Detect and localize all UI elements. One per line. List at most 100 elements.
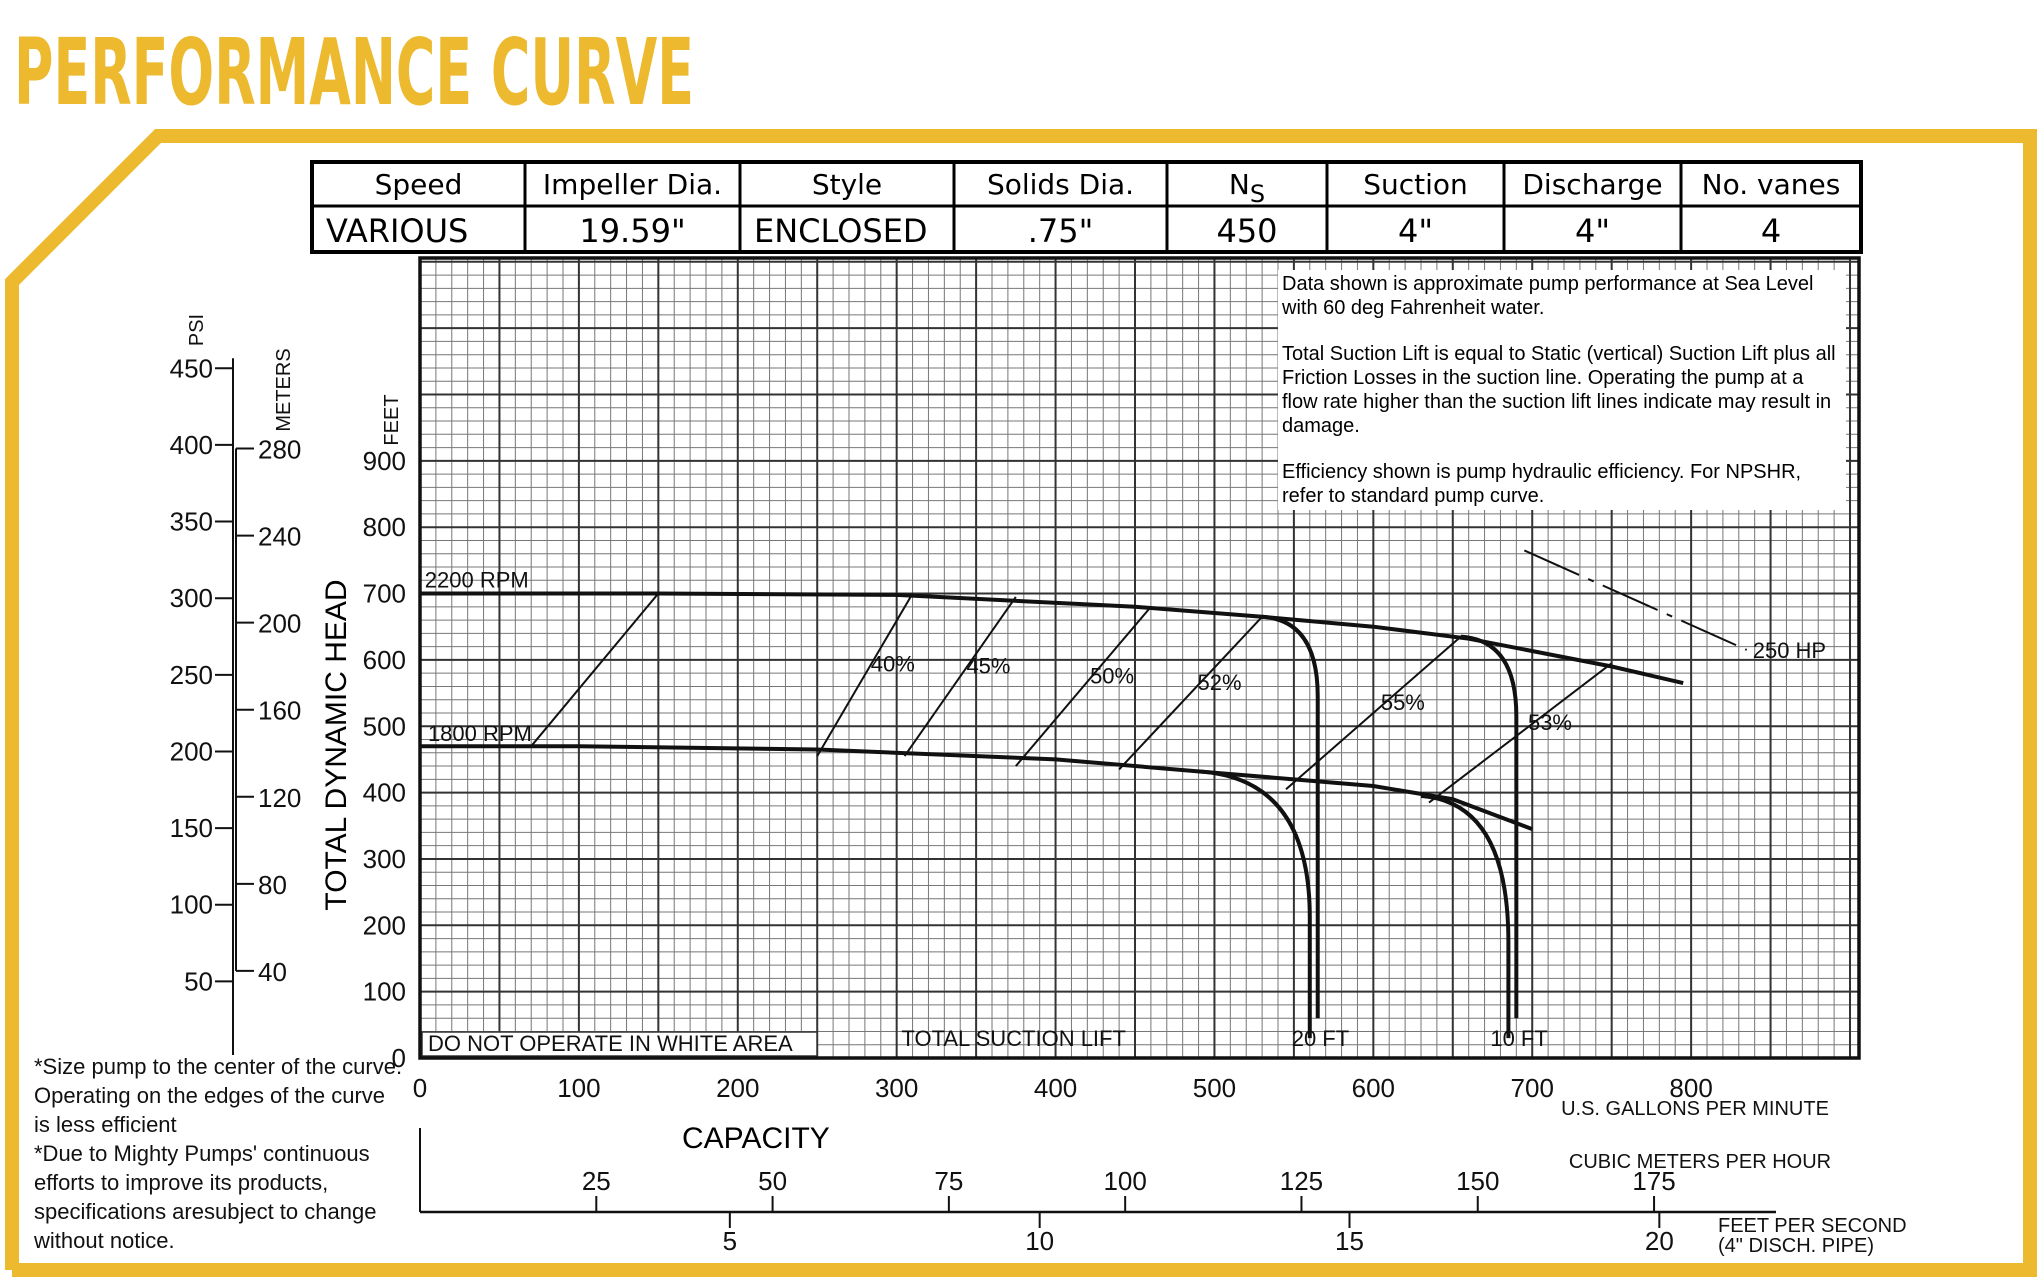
spec-value: 4" xyxy=(1398,212,1433,250)
cmh-tick-label: 25 xyxy=(582,1166,611,1196)
fps-tick-label: 10 xyxy=(1025,1226,1054,1256)
hp-line xyxy=(1523,549,1748,651)
x-tick-label: 700 xyxy=(1511,1073,1554,1103)
footnote-text: *Size pump to the center of the curve. O… xyxy=(34,1054,403,1137)
efficiency-label: 45% xyxy=(966,653,1010,678)
fps-tick-label: 5 xyxy=(723,1226,737,1256)
fps-axis-sublabel: (4" DISCH. PIPE) xyxy=(1718,1235,1874,1257)
efficiency-line xyxy=(1285,635,1462,791)
x-tick-label: 600 xyxy=(1352,1073,1395,1103)
spec-value: 19.59" xyxy=(579,212,685,250)
cmh-tick-label: 175 xyxy=(1632,1166,1675,1196)
y-unit-label: FEET xyxy=(381,394,403,445)
x-tick-label: 200 xyxy=(716,1073,759,1103)
x-tick-label: 400 xyxy=(1034,1073,1077,1103)
cmh-tick-label: 125 xyxy=(1280,1166,1323,1196)
meters-tick-label: 200 xyxy=(258,609,301,639)
series-label: 1800 RPM xyxy=(428,721,532,746)
x-axis-title: CAPACITY xyxy=(682,1122,830,1155)
psi-axis-label: PSI xyxy=(186,314,208,346)
suction-lift-label: 10 FT xyxy=(1490,1026,1547,1051)
y-tick-label: 200 xyxy=(363,910,406,940)
meters-axis-label: METERS xyxy=(273,348,295,431)
meters-tick-label: 240 xyxy=(258,522,301,552)
suction-lift-curve xyxy=(1460,634,1519,1019)
efficiency-line xyxy=(530,592,660,747)
note-paragraph: Efficiency shown is pump hydraulic effic… xyxy=(1282,461,1802,507)
efficiency-label: 40% xyxy=(871,652,915,677)
spec-header: Solids Dia. xyxy=(987,168,1134,201)
efficiency-line xyxy=(903,596,1017,757)
y-tick-label: 900 xyxy=(363,446,406,476)
white-area-label: DO NOT OPERATE IN WHITE AREA xyxy=(428,1031,793,1056)
cmh-axis-label: CUBIC METERS PER HOUR xyxy=(1569,1151,1831,1173)
meters-tick-label: 160 xyxy=(258,696,301,726)
y-tick-label: 100 xyxy=(363,977,406,1007)
x-tick-label: 100 xyxy=(557,1073,600,1103)
x-tick-label: 300 xyxy=(875,1073,918,1103)
efficiency-label: 52% xyxy=(1197,670,1241,695)
psi-tick-label: 50 xyxy=(184,966,213,996)
spec-table: Speed Impeller Dia. Style Solids Dia. NS Suct… xyxy=(310,160,1863,254)
y-tick-label: 300 xyxy=(363,844,406,874)
efficiency-label: 55% xyxy=(1381,690,1425,715)
fps-tick-label: 20 xyxy=(1645,1226,1674,1256)
meters-tick-label: 120 xyxy=(258,783,301,813)
spec-value: VARIOUS xyxy=(326,212,468,250)
spec-value: 4" xyxy=(1575,212,1610,250)
x-tick-label: 800 xyxy=(1669,1073,1712,1103)
x-unit-label: U.S. GALLONS PER MINUTE xyxy=(1561,1098,1829,1120)
y-axis-title: TOTAL DYNAMIC HEAD xyxy=(320,579,353,910)
psi-tick-label: 400 xyxy=(170,430,213,460)
y-tick-label: 400 xyxy=(363,778,406,808)
efficiency-line xyxy=(816,592,914,757)
series-label: 2200 RPM xyxy=(425,568,529,593)
spec-header: No. vanes xyxy=(1702,168,1841,201)
efficiency-label: 50% xyxy=(1090,663,1134,688)
spec-value: 4 xyxy=(1761,212,1781,250)
page-title: PERFORMANCE CURVE xyxy=(14,19,694,126)
y-tick-label: 700 xyxy=(363,579,406,609)
y-tick-label: 0 xyxy=(392,1043,406,1073)
efficiency-line xyxy=(1118,616,1263,771)
meters-tick-label: 280 xyxy=(258,434,301,464)
note-paragraph: Total Suction Lift is equal to Static (v… xyxy=(1282,343,1836,437)
psi-tick-label: 250 xyxy=(170,660,213,690)
psi-tick-label: 450 xyxy=(170,353,213,383)
meters-tick-label: 80 xyxy=(258,870,287,900)
spec-header: Impeller Dia. xyxy=(543,168,722,201)
hp-label: 250 HP xyxy=(1753,638,1826,663)
spec-header: Speed xyxy=(375,168,463,201)
suction-lift-curve xyxy=(1198,769,1312,1039)
spec-header: Suction xyxy=(1363,168,1468,201)
cmh-tick-label: 50 xyxy=(758,1166,787,1196)
meters-tick-label: 40 xyxy=(258,957,287,987)
cmh-tick-label: 150 xyxy=(1456,1166,1499,1196)
efficiency-label: 53% xyxy=(1528,710,1572,735)
fps-axis-label: FEET PER SECOND xyxy=(1718,1215,1907,1237)
frame-border xyxy=(5,129,2037,1277)
spec-header: NS xyxy=(1229,168,1265,208)
chart-curves: 2200 RPM 1800 RPM 40% 45% 50% 52% 55% 53% 20 FT 1… xyxy=(420,549,1826,1051)
spec-value: ENCLOSED xyxy=(754,212,928,250)
efficiency-line xyxy=(1015,606,1152,767)
cmh-tick-label: 75 xyxy=(934,1166,963,1196)
fps-tick-label: 15 xyxy=(1335,1226,1364,1256)
psi-tick-label: 200 xyxy=(170,736,213,766)
x-tick-label: 500 xyxy=(1193,1073,1236,1103)
spec-value: .75" xyxy=(1028,212,1094,250)
note-paragraph: Data shown is approximate pump performan… xyxy=(1282,273,1814,319)
psi-tick-label: 150 xyxy=(170,813,213,843)
psi-tick-label: 100 xyxy=(170,890,213,920)
cmh-tick-label: 100 xyxy=(1103,1166,1146,1196)
suction-lift-curve xyxy=(1261,614,1320,1019)
psi-tick-label: 350 xyxy=(170,507,213,537)
suction-lift-title: TOTAL SUCTION LIFT xyxy=(901,1026,1126,1051)
efficiency-line xyxy=(1428,662,1613,804)
spec-header: Discharge xyxy=(1522,168,1662,201)
spec-value: 450 xyxy=(1216,212,1277,250)
psi-tick-label: 300 xyxy=(170,583,213,613)
y-tick-label: 800 xyxy=(363,512,406,542)
y-tick-label: 600 xyxy=(363,645,406,675)
